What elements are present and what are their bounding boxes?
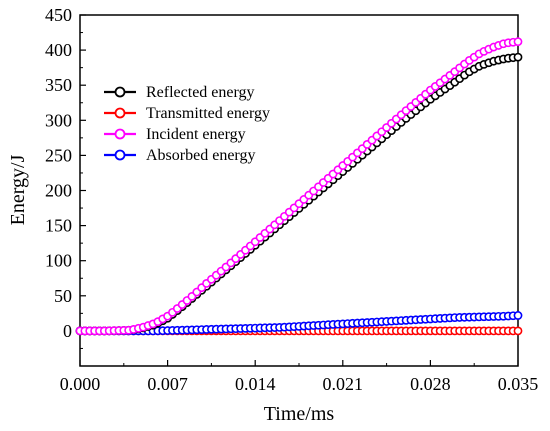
series-reflected-energy (75, 52, 523, 336)
x-tick-label: 0.035 (498, 374, 539, 394)
y-tick-label: 100 (45, 251, 72, 271)
legend-label: Incident energy (146, 126, 246, 143)
legend-item: Reflected energy (104, 84, 255, 101)
data-point (513, 311, 523, 320)
x-tick-label: 0.021 (323, 374, 364, 394)
y-tick-label: 300 (45, 110, 72, 130)
legend: Reflected energy Transmitted energy Incide… (104, 84, 270, 164)
legend-item: Absorbed energy (104, 147, 255, 164)
x-tick-label: 0.000 (60, 374, 101, 394)
y-tick-label: 200 (45, 181, 72, 201)
series-incident-energy (75, 37, 523, 336)
x-axis-title: Time/ms (264, 403, 335, 425)
legend-swatch-marker (114, 107, 126, 119)
plot-frame (79, 14, 519, 367)
y-tick-label: 450 (45, 5, 72, 25)
y-tick-label: 400 (45, 40, 72, 60)
data-point (513, 326, 523, 336)
y-tick-label: 0 (63, 321, 72, 341)
x-axis-ticks: 0.000 0.007 0.014 0.021 0.028 0.035 (60, 360, 539, 394)
y-tick-label: 350 (45, 75, 72, 95)
legend-label: Reflected energy (146, 84, 255, 101)
x-tick-label: 0.007 (147, 374, 188, 394)
legend-item: Incident energy (104, 126, 246, 143)
data-point (513, 52, 523, 62)
y-axis-ticks: 0 50 100 150 200 250 300 350 400 450 (45, 5, 86, 349)
legend-label: Absorbed energy (146, 147, 255, 164)
legend-swatch-marker (114, 128, 126, 140)
data-point (513, 37, 523, 47)
legend-label: Transmitted energy (146, 105, 270, 122)
y-tick-label: 50 (54, 286, 72, 306)
legend-swatch-marker (114, 149, 126, 161)
legend-item: Transmitted energy (104, 105, 270, 122)
y-tick-label: 250 (45, 145, 72, 165)
y-axis-title: Energy/J (7, 154, 29, 225)
y-tick-label: 150 (45, 216, 72, 236)
legend-swatch-marker (114, 86, 126, 98)
series-layer (75, 37, 523, 336)
x-tick-label: 0.014 (235, 374, 276, 394)
x-tick-label: 0.028 (410, 374, 451, 394)
